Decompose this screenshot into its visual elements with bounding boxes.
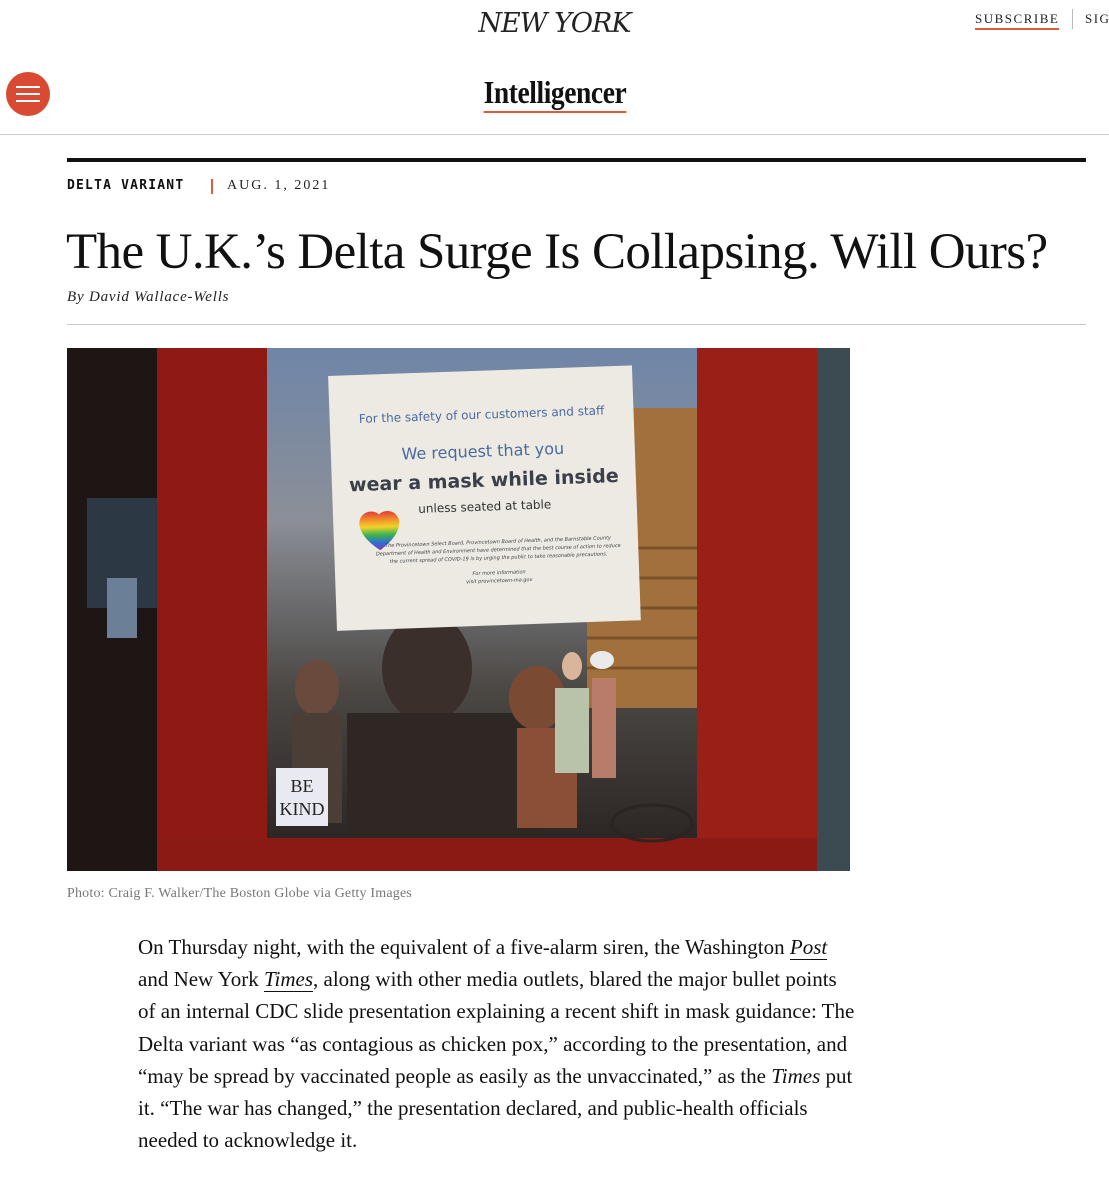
- section-title-text[interactable]: Intelligencer: [483, 74, 626, 113]
- site-header: NEW YORK SUBSCRIBE SIG Intelligencer: [0, 0, 1109, 135]
- section-title[interactable]: Intelligencer: [0, 74, 1109, 113]
- paragraph-part-2: and New York: [138, 967, 264, 992]
- article-paragraph: On Thursday night, with the equivalent o…: [138, 931, 858, 1156]
- sign-in-link[interactable]: SIG: [1085, 11, 1109, 26]
- new-york-logo[interactable]: NEW YORK: [478, 8, 631, 39]
- paragraph-part-4: put it. “The war has changed,” the prese…: [138, 1063, 853, 1153]
- rainbow-heart-icon: [359, 511, 400, 551]
- rubric-separator: [211, 179, 213, 194]
- byline-prefix: By: [67, 289, 85, 305]
- sign-more-2: visit provincetown-ma.gov: [466, 577, 534, 585]
- byline-rule: [67, 324, 1086, 325]
- times-italic: Times: [771, 1063, 821, 1088]
- header-divider: [1072, 9, 1073, 29]
- photo-credit: Photo: Craig F. Walker/The Boston Globe …: [67, 886, 413, 901]
- byline: By David Wallace-Wells: [67, 289, 229, 306]
- lead-photo[interactable]: For the safety of our customers and staf…: [67, 348, 850, 871]
- sign-line-4: unless seated at table: [418, 497, 551, 516]
- hamburger-menu-icon: [16, 86, 40, 102]
- new-york-times-link[interactable]: Times: [264, 967, 314, 993]
- paragraph-part-1: On Thursday night, with the equivalent o…: [138, 935, 790, 959]
- be-kind-line-2: KIND: [280, 799, 325, 819]
- lead-photo-illustration: For the safety of our customers and staf…: [67, 348, 850, 871]
- sign-more-1: For more information: [472, 569, 525, 577]
- menu-button[interactable]: [6, 72, 50, 116]
- headline-top-rule: [67, 158, 1086, 162]
- rubric-link[interactable]: DELTA VARIANT: [67, 178, 185, 193]
- subscribe-link[interactable]: SUBSCRIBE: [975, 11, 1060, 30]
- paragraph-part-3: , along with other media outlets, blared…: [138, 967, 855, 1088]
- article-date: AUG. 1, 2021: [227, 178, 331, 193]
- be-kind-line-1: BE: [290, 776, 313, 796]
- article-headline: The U.K.’s Delta Surge Is Collapsing. Wi…: [66, 224, 1048, 280]
- author-link[interactable]: David Wallace-Wells: [88, 289, 230, 305]
- washington-post-link[interactable]: Post: [789, 935, 828, 960]
